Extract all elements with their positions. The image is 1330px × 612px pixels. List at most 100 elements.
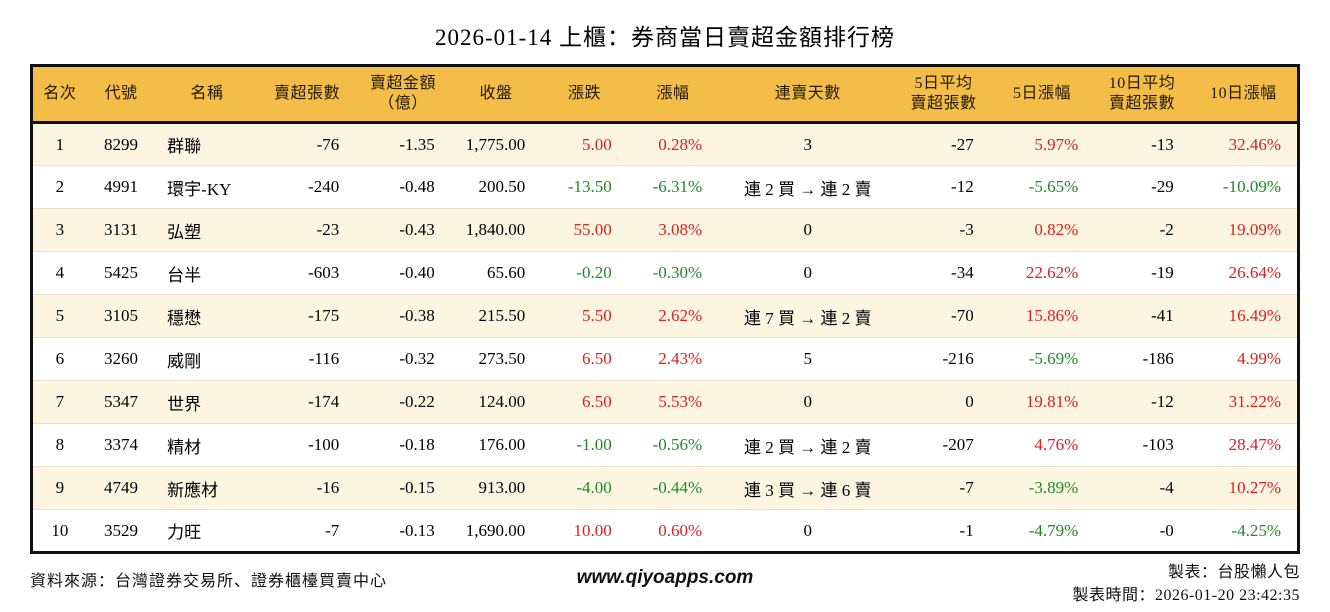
table-row: 1 8299 群聯 -76 -1.35 1,775.00 5.00 0.28% 3 -27 5.97… xyxy=(31,122,1299,166)
cell-streak: 0 xyxy=(718,251,898,295)
cell-code: 8299 xyxy=(103,134,138,154)
cell-pct5: 0.82% xyxy=(989,208,1095,252)
cell-pct10: 31.22% xyxy=(1189,380,1299,424)
ranking-table: 名次 代號 名稱 賣超張數 賣超金額 （億） 收盤 漲跌 漲幅 連賣天數 5日平均 賣超張數 5日漲… xyxy=(30,64,1300,554)
page-title: 2026-01-14 上櫃：券商當日賣超金額排行榜 xyxy=(434,25,896,50)
cell-avg10: -4 xyxy=(1094,466,1190,510)
cell-avg5: -7 xyxy=(897,466,990,510)
cell-rank: 6 xyxy=(31,337,87,381)
cell-sell-amount: -0.22 xyxy=(355,380,451,424)
cell-change: -13.50 xyxy=(541,165,628,209)
table-row: 9 4749 新應材 -16 -0.15 913.00 -4.00 -0.44% 連 3 買 →… xyxy=(31,466,1299,510)
cell-pct5: 5.97% xyxy=(1034,134,1079,154)
table-row: 7 5347 世界 -174 -0.22 124.00 6.50 5.53% 0 0 19.81% -… xyxy=(31,380,1299,424)
cell-sell-amount: -0.38 xyxy=(355,294,451,338)
cell-avg5: -1 xyxy=(897,509,990,553)
cell-sell-amount: -1.35 xyxy=(399,134,435,154)
cell-code: 3131 xyxy=(86,208,156,252)
cell-sell-volume: -23 xyxy=(258,208,356,252)
cell-code: 3260 xyxy=(86,337,156,381)
header-cell-sell-amount: 賣超金額 （億） xyxy=(355,65,451,124)
cell-streak: 0 xyxy=(718,509,898,553)
header-cell-sell-volume: 賣超張數 xyxy=(258,65,356,124)
cell-streak: 0 xyxy=(718,380,898,424)
header-cell-change-pct: 漲幅 xyxy=(627,65,719,124)
cell-avg5: 0 xyxy=(897,380,990,424)
cell-sell-amount: -0.13 xyxy=(355,509,451,553)
cell-avg5: -12 xyxy=(897,165,990,209)
cell-close: 200.50 xyxy=(450,165,542,209)
cell-streak: 連 7 買 → 連 2 賣 xyxy=(718,294,898,338)
cell-change: 5.00 xyxy=(581,134,612,154)
cell-pct10: 32.46% xyxy=(1228,134,1281,154)
cell-pct10: 16.49% xyxy=(1189,294,1299,338)
cell-code: 3529 xyxy=(86,509,156,553)
cell-avg10: -19 xyxy=(1094,251,1190,295)
cell-change-pct: 2.43% xyxy=(627,337,719,381)
cell-name: 弘塑 xyxy=(155,208,259,252)
header-cell-rank: 名次 xyxy=(31,65,87,124)
cell-avg5: -216 xyxy=(897,337,990,381)
cell-sell-amount: -0.43 xyxy=(355,208,451,252)
cell-close: 176.00 xyxy=(450,423,542,467)
header-row: 名次 代號 名稱 賣超張數 賣超金額 （億） 收盤 漲跌 漲幅 連賣天數 5日平均 賣超張數 5日漲… xyxy=(31,65,1299,124)
cell-change-pct: 0.60% xyxy=(627,509,719,553)
cell-sell-amount: -0.32 xyxy=(355,337,451,381)
cell-sell-amount: -0.18 xyxy=(355,423,451,467)
cell-sell-volume: -175 xyxy=(258,294,356,338)
cell-change-pct: 5.53% xyxy=(627,380,719,424)
cell-change-pct: 0.28% xyxy=(658,134,703,154)
cell-pct5: -3.89% xyxy=(989,466,1095,510)
cell-close: 273.50 xyxy=(450,337,542,381)
header-cell-avg5: 5日平均 賣超張數 xyxy=(897,65,990,124)
cell-code: 3374 xyxy=(86,423,156,467)
table-row: 5 3105 穩懋 -175 -0.38 215.50 5.50 2.62% 連 7 買 → 連… xyxy=(31,294,1299,338)
cell-close: 913.00 xyxy=(450,466,542,510)
cell-change-pct: -0.56% xyxy=(627,423,719,467)
cell-name: 威剛 xyxy=(155,337,259,381)
cell-avg10: -103 xyxy=(1094,423,1190,467)
cell-rank: 9 xyxy=(31,466,87,510)
cell-pct5: -5.69% xyxy=(989,337,1095,381)
cell-code: 5347 xyxy=(86,380,156,424)
cell-rank: 2 xyxy=(31,165,87,209)
cell-streak: 3 xyxy=(803,134,812,154)
cell-pct10: -4.25% xyxy=(1189,509,1299,553)
cell-rank: 1 xyxy=(55,134,65,154)
cell-streak: 5 xyxy=(718,337,898,381)
cell-pct10: 4.99% xyxy=(1189,337,1299,381)
cell-name: 環宇-KY xyxy=(155,165,259,209)
table-body: 1 8299 群聯 -76 -1.35 1,775.00 5.00 0.28% 3 -27 5.97… xyxy=(31,122,1299,553)
cell-change: 5.50 xyxy=(541,294,628,338)
cell-name: 世界 xyxy=(155,380,259,424)
header-cell-avg10: 10日平均 賣超張數 xyxy=(1094,65,1190,124)
cell-streak: 連 2 買 → 連 2 賣 xyxy=(718,423,898,467)
cell-rank: 4 xyxy=(31,251,87,295)
cell-rank: 7 xyxy=(31,380,87,424)
cell-change-pct: -0.30% xyxy=(627,251,719,295)
cell-sell-volume: -76 xyxy=(316,134,340,154)
cell-code: 5425 xyxy=(86,251,156,295)
table-row: 4 5425 台半 -603 -0.40 65.60 -0.20 -0.30% 0 -34 22.6… xyxy=(31,251,1299,295)
cell-sell-amount: -0.40 xyxy=(355,251,451,295)
cell-name: 台半 xyxy=(155,251,259,295)
cell-avg10: -2 xyxy=(1094,208,1190,252)
cell-change-pct: 2.62% xyxy=(627,294,719,338)
cell-pct5: 15.86% xyxy=(989,294,1095,338)
cell-name: 群聯 xyxy=(167,137,202,156)
cell-avg5: -70 xyxy=(897,294,990,338)
cell-streak: 0 xyxy=(718,208,898,252)
header-cell-code: 代號 xyxy=(86,65,156,124)
cell-close: 1,775.00 xyxy=(465,134,526,154)
cell-avg10: -12 xyxy=(1094,380,1190,424)
footer: 資料來源：台灣證券交易所、證券櫃檯買賣中心 www.qiyoapps.com 製… xyxy=(30,561,1300,607)
cell-code: 4749 xyxy=(86,466,156,510)
cell-code: 4991 xyxy=(86,165,156,209)
cell-rank: 8 xyxy=(31,423,87,467)
cell-sell-volume: -100 xyxy=(258,423,356,467)
cell-avg10: -0 xyxy=(1094,509,1190,553)
cell-sell-volume: -7 xyxy=(258,509,356,553)
cell-name: 穩懋 xyxy=(155,294,259,338)
header-cell-name: 名稱 xyxy=(155,65,259,124)
